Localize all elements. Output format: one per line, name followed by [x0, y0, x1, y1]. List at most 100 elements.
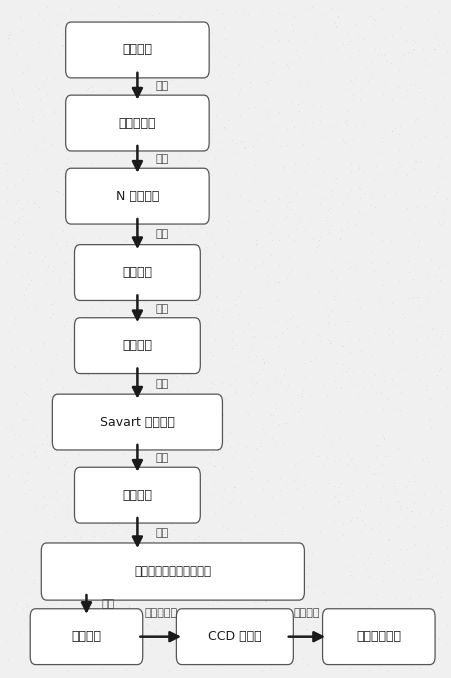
Point	[361, 519, 368, 530]
Point	[132, 271, 139, 282]
Text: 产生: 产生	[155, 304, 168, 314]
Point	[345, 662, 353, 673]
Point	[238, 648, 245, 659]
Point	[183, 220, 190, 231]
Point	[435, 39, 442, 50]
Point	[224, 115, 231, 125]
Point	[147, 386, 154, 397]
Point	[361, 214, 368, 225]
Point	[131, 630, 138, 641]
Point	[1, 483, 9, 494]
Point	[103, 540, 110, 551]
Point	[404, 453, 411, 464]
Point	[68, 170, 75, 181]
Point	[430, 28, 437, 39]
Point	[176, 235, 184, 246]
Point	[42, 498, 50, 509]
Point	[360, 34, 367, 45]
Point	[346, 565, 353, 576]
Point	[27, 407, 34, 418]
Point	[323, 311, 331, 321]
Point	[347, 484, 354, 495]
Point	[78, 615, 85, 626]
Point	[311, 353, 318, 363]
Point	[352, 460, 359, 471]
Point	[219, 645, 226, 656]
Point	[27, 599, 34, 610]
Point	[331, 491, 338, 502]
Point	[188, 539, 195, 550]
Point	[45, 658, 52, 669]
Point	[426, 507, 433, 518]
Point	[90, 326, 97, 337]
Point	[359, 557, 366, 568]
Point	[41, 146, 48, 157]
Point	[409, 43, 416, 54]
Point	[50, 297, 57, 308]
Point	[194, 331, 201, 342]
FancyBboxPatch shape	[322, 609, 434, 664]
Point	[175, 333, 182, 344]
Point	[236, 287, 243, 298]
Point	[46, 311, 54, 322]
Point	[355, 184, 362, 195]
Point	[161, 640, 168, 651]
Point	[42, 527, 50, 538]
Point	[371, 43, 378, 54]
Point	[438, 325, 446, 336]
Point	[356, 345, 364, 356]
Point	[203, 584, 211, 595]
Point	[303, 271, 310, 282]
Point	[274, 277, 281, 288]
Point	[411, 635, 418, 645]
Point	[3, 195, 10, 206]
FancyBboxPatch shape	[74, 318, 200, 374]
Point	[98, 663, 105, 674]
Point	[331, 273, 339, 283]
Point	[208, 263, 215, 274]
Point	[183, 508, 190, 519]
Point	[251, 102, 258, 113]
Point	[142, 308, 149, 319]
Point	[403, 292, 410, 303]
Point	[252, 442, 259, 453]
Point	[438, 329, 445, 340]
Point	[209, 216, 216, 226]
Text: 偏振方向一致的线偏振光: 偏振方向一致的线偏振光	[134, 565, 211, 578]
Point	[388, 567, 396, 578]
Point	[338, 639, 345, 650]
Point	[20, 229, 27, 240]
Point	[415, 374, 422, 385]
Point	[196, 286, 203, 297]
Point	[253, 530, 261, 541]
Point	[290, 405, 297, 416]
Point	[152, 559, 160, 570]
Point	[154, 162, 161, 173]
Point	[343, 106, 350, 117]
Point	[69, 465, 76, 476]
Point	[368, 380, 375, 391]
Point	[113, 111, 120, 121]
Point	[59, 40, 66, 51]
Point	[175, 10, 183, 21]
Point	[120, 486, 128, 497]
Point	[4, 470, 11, 481]
Point	[249, 141, 257, 152]
Point	[222, 71, 230, 82]
Point	[374, 467, 381, 478]
Point	[410, 611, 417, 622]
Point	[49, 266, 56, 277]
Point	[227, 325, 235, 336]
Point	[25, 466, 32, 477]
Point	[323, 335, 331, 346]
Point	[336, 234, 343, 245]
Point	[221, 33, 229, 44]
Text: 探测目标: 探测目标	[122, 43, 152, 56]
Point	[95, 162, 102, 173]
Point	[113, 230, 120, 241]
Point	[410, 475, 418, 486]
Point	[122, 526, 129, 537]
Point	[281, 261, 288, 272]
Point	[259, 423, 267, 434]
Point	[186, 603, 193, 614]
